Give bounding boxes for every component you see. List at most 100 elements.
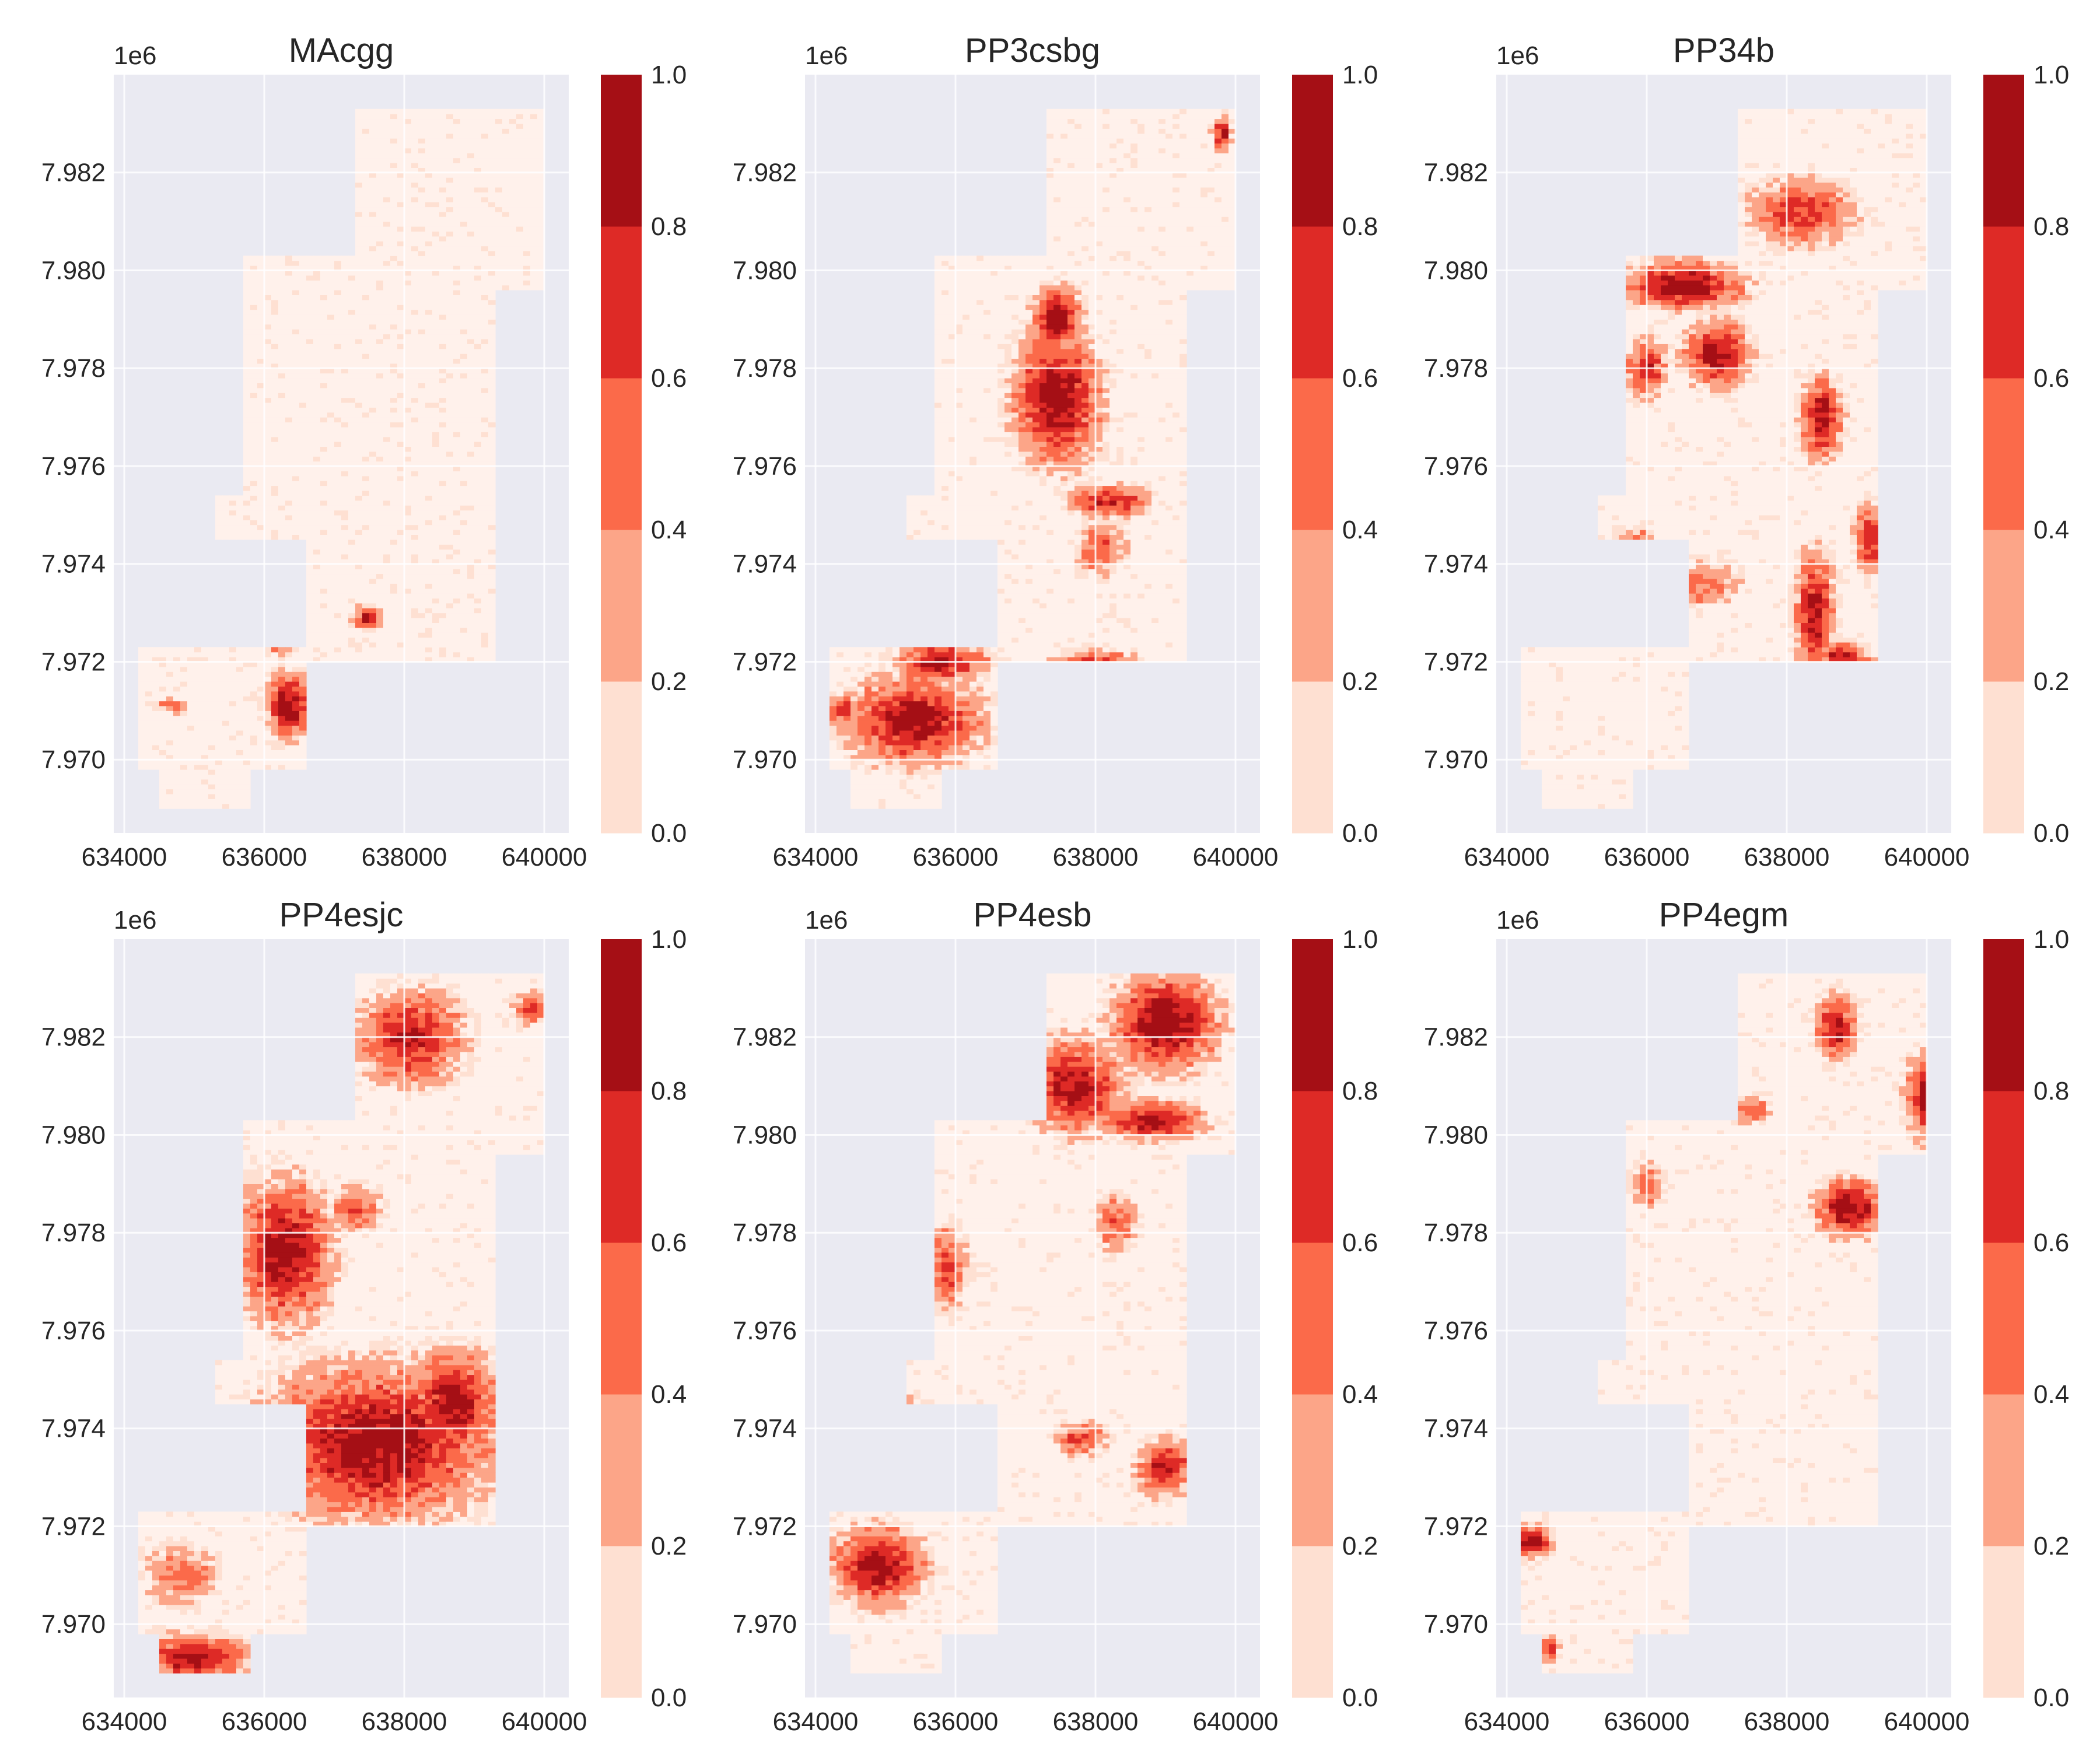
- heatmap-cell: [285, 510, 293, 516]
- heatmap-cell: [292, 652, 300, 657]
- heatmap-cell: [152, 666, 160, 672]
- heatmap-cell: [369, 544, 377, 550]
- heatmap-cell: [921, 789, 928, 794]
- heatmap-cell: [187, 784, 195, 790]
- heatmap-cell: [488, 123, 496, 129]
- heatmap-cell: [404, 564, 412, 569]
- heatmap-cell: [411, 407, 419, 413]
- heatmap-cell: [460, 187, 468, 192]
- heatmap-cell: [488, 285, 496, 290]
- heatmap-cell: [376, 163, 384, 168]
- heatmap-cell: [411, 426, 419, 432]
- heatmap-cell: [271, 442, 279, 447]
- heatmap-cell: [830, 764, 837, 770]
- heatmap-cell: [222, 686, 230, 692]
- heatmap-cell: [886, 735, 893, 741]
- heatmap-cell: [411, 588, 419, 594]
- heatmap-cell: [935, 299, 942, 305]
- heatmap-cell: [474, 603, 482, 608]
- heatmap-cell: [418, 290, 426, 295]
- heatmap-cell: [850, 740, 858, 746]
- heatmap-cell: [432, 378, 440, 383]
- heatmap-cell: [278, 686, 286, 692]
- heatmap-cell: [138, 710, 146, 716]
- heatmap-cell: [376, 329, 384, 335]
- heatmap-cell: [432, 387, 440, 393]
- heatmap-cell: [257, 285, 265, 290]
- heatmap-cell: [236, 652, 244, 657]
- heatmap-cell: [334, 397, 342, 403]
- heatmap-cell: [509, 206, 517, 212]
- heatmap-cell: [383, 148, 391, 153]
- heatmap-cell: [850, 745, 858, 750]
- heatmap-cell: [313, 475, 321, 481]
- heatmap-cell: [488, 510, 496, 516]
- heatmap-cell: [432, 197, 440, 202]
- heatmap-cell: [509, 211, 517, 217]
- heatmap-cell: [502, 226, 510, 232]
- heatmap-cell: [313, 451, 321, 457]
- heatmap-cell: [390, 612, 398, 618]
- heatmap-cell: [858, 696, 865, 702]
- heatmap-cell: [460, 451, 468, 457]
- heatmap-cell: [404, 202, 412, 208]
- heatmap-cell: [439, 618, 447, 623]
- heatmap-cell: [362, 187, 370, 192]
- heatmap-cell: [425, 397, 433, 403]
- heatmap-cell: [900, 754, 907, 760]
- heatmap-cell: [516, 114, 524, 120]
- heatmap-cell: [390, 642, 398, 648]
- heatmap-cell: [523, 270, 531, 276]
- heatmap-cell: [411, 387, 419, 393]
- heatmap-cell: [159, 710, 167, 716]
- heatmap-cell: [201, 760, 209, 765]
- heatmap-cell: [320, 524, 328, 530]
- heatmap-cell: [397, 348, 405, 354]
- heatmap-cell: [495, 172, 503, 178]
- heatmap-cell: [439, 622, 447, 628]
- heatmap-cell: [285, 495, 293, 501]
- heatmap-cell: [306, 559, 314, 565]
- heatmap-cell: [334, 280, 342, 286]
- heatmap-cell: [313, 539, 321, 545]
- heatmap-cell: [467, 187, 475, 192]
- heatmap-cell: [355, 598, 363, 604]
- heatmap-cell: [446, 197, 454, 202]
- heatmap-cell: [509, 202, 517, 208]
- heatmap-cell: [362, 627, 370, 633]
- heatmap-cell: [509, 275, 517, 281]
- heatmap-cell: [439, 108, 447, 114]
- heatmap-cell: [481, 143, 489, 149]
- heatmap-cell: [355, 348, 363, 354]
- heatmap-cell: [348, 295, 356, 300]
- heatmap-cell: [250, 387, 258, 393]
- heatmap-cell: [914, 676, 921, 682]
- heatmap-cell: [173, 799, 181, 804]
- heatmap-cell: [935, 309, 942, 315]
- heatmap-cell: [460, 642, 468, 648]
- heatmap-cell: [439, 167, 447, 173]
- heatmap-cell: [327, 329, 335, 335]
- heatmap-cell: [467, 197, 475, 202]
- heatmap-cell: [488, 578, 496, 584]
- heatmap-cell: [362, 118, 370, 124]
- heatmap-cell: [194, 710, 202, 716]
- heatmap-cell: [138, 760, 146, 765]
- heatmap-cell: [509, 172, 517, 178]
- heatmap-cell: [313, 426, 321, 432]
- heatmap-cell: [872, 701, 879, 706]
- heatmap-cell: [858, 740, 865, 746]
- heatmap-cell: [201, 647, 209, 653]
- heatmap-cell: [145, 754, 153, 760]
- heatmap-cell: [474, 358, 482, 364]
- heatmap-cell: [166, 662, 174, 667]
- heatmap-cell: [935, 383, 942, 388]
- heatmap-cell: [474, 329, 482, 335]
- heatmap-cell: [446, 138, 454, 144]
- heatmap-cell: [453, 417, 461, 423]
- heatmap-cell: [418, 387, 426, 393]
- heatmap-cell: [935, 657, 942, 663]
- heatmap-cell: [376, 588, 384, 594]
- heatmap-cell: [844, 701, 851, 706]
- heatmap-cell: [432, 285, 440, 290]
